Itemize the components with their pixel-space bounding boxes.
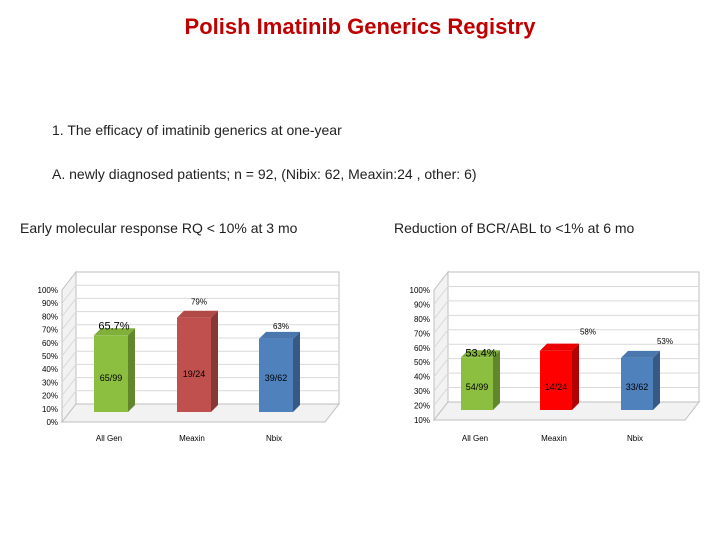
chart-left-gridline [61,284,339,304]
chart-right-category-label: Nbix [627,434,643,443]
chart-right-bar [621,357,653,410]
chart-left-category-label: Meaxin [179,434,205,443]
chart-right-gridline [433,387,699,406]
chart-right-bar [461,357,493,410]
chart-right-bar-top [540,343,579,351]
chart-right-gridline [433,358,699,377]
chart-right-ytick-label: 50% [414,358,430,367]
chart-right-title: Reduction of BCR/ABL to <1% at 6 mo [394,220,635,236]
chart-left-bar-top [94,328,135,336]
chart-left-ytick-label: 90% [42,299,58,308]
chart-left-ytick-label: 40% [42,365,58,374]
chart-right-category-label: Meaxin [541,434,567,443]
chart-right-value-label: 58% [580,328,596,337]
chart-left-ytick-label: 20% [42,392,58,401]
chart-right-count-label: 33/62 [626,382,649,392]
efficacy-heading: 1. The efficacy of imatinib generics at … [52,122,342,138]
patients-description: A. newly diagnosed patients; n = 92, (Ni… [52,166,477,182]
chart-right-bar [540,350,572,410]
chart-left-ytick-label: 30% [42,378,58,387]
chart-left-value-label: 65.7% [98,320,129,332]
chart-right-ytick-label: 90% [414,300,430,309]
chart-left-bar [259,338,293,412]
chart-left-gridline [61,297,339,317]
chart-left-ytick-label: 80% [42,312,58,321]
chart-left-title: Early molecular response RQ < 10% at 3 m… [20,220,298,236]
chart-left-value-label: 63% [273,322,289,331]
chart-left-ytick-label: 50% [42,352,58,361]
chart-right-ytick-label: 60% [414,344,430,353]
chart-left-gridline [61,324,339,344]
chart-right-gridline [433,329,699,349]
chart-right-bar-top [461,350,500,358]
chart-left-bar-top [177,310,218,318]
chart-right-bar-top [621,350,660,358]
chart-right-ytick-label: 70% [414,329,430,338]
chart-left-gridline [61,390,339,410]
chart-left-bar-side [211,310,218,412]
chart-right-category-label: All Gen [462,434,488,443]
chart-left-category-label: All Gen [96,434,122,443]
chart-right-side-wall [433,270,449,422]
chart-right-bar-side [653,350,660,410]
chart-right-gridline [433,372,699,392]
chart-right-ytick-label: 30% [414,387,430,396]
chart-right-ytick-label: 20% [414,402,430,411]
chart-left-ytick-label: 10% [42,405,58,414]
chart-right-gridline [433,300,699,320]
chart-left-gridline [61,350,339,370]
chart-left-bar-side [293,331,300,412]
chart-left-gridline [61,363,339,383]
chart-right-ytick-label: 100% [410,286,430,295]
chart-right-bar-side [493,350,500,410]
chart-right-gridline [433,314,699,334]
chart-left-count-label: 65/99 [100,373,123,383]
chart-right-gridline [433,343,699,363]
chart-left-bar [177,317,211,412]
chart-left-ytick-label: 60% [42,339,58,348]
chart-left-count-label: 39/62 [265,373,288,383]
slide-title: Polish Imatinib Generics Registry [184,14,536,39]
chart-left-bar-side [128,328,135,412]
chart-left-gridline [61,311,339,330]
chart-right-bar-side [572,343,579,410]
chart-left-value-label: 79% [191,298,207,307]
chart-right-ytick-label: 40% [414,373,430,382]
chart-left-ytick-label: 70% [42,326,58,335]
chart-right-value-label: 53% [657,337,673,346]
chart-left-gridline [61,377,339,396]
chart-left-gridline [61,337,339,357]
chart-right-count-label: 14/24 [545,382,568,392]
chart-left-ytick-label: 100% [38,286,58,295]
chart-right-ytick-label: 80% [414,315,430,324]
chart-left-bar [94,335,128,412]
chart-left-ytick-label: 0% [46,418,58,427]
chart-left-category-label: Nbix [266,434,282,443]
chart-right-value-label: 53.4% [465,347,496,359]
chart-left-bar-top [259,331,300,339]
chart-left-count-label: 19/24 [183,369,206,379]
chart-right-count-label: 54/99 [466,382,489,392]
chart-right-gridline [433,285,699,305]
chart-right-ytick-label: 10% [414,416,430,425]
